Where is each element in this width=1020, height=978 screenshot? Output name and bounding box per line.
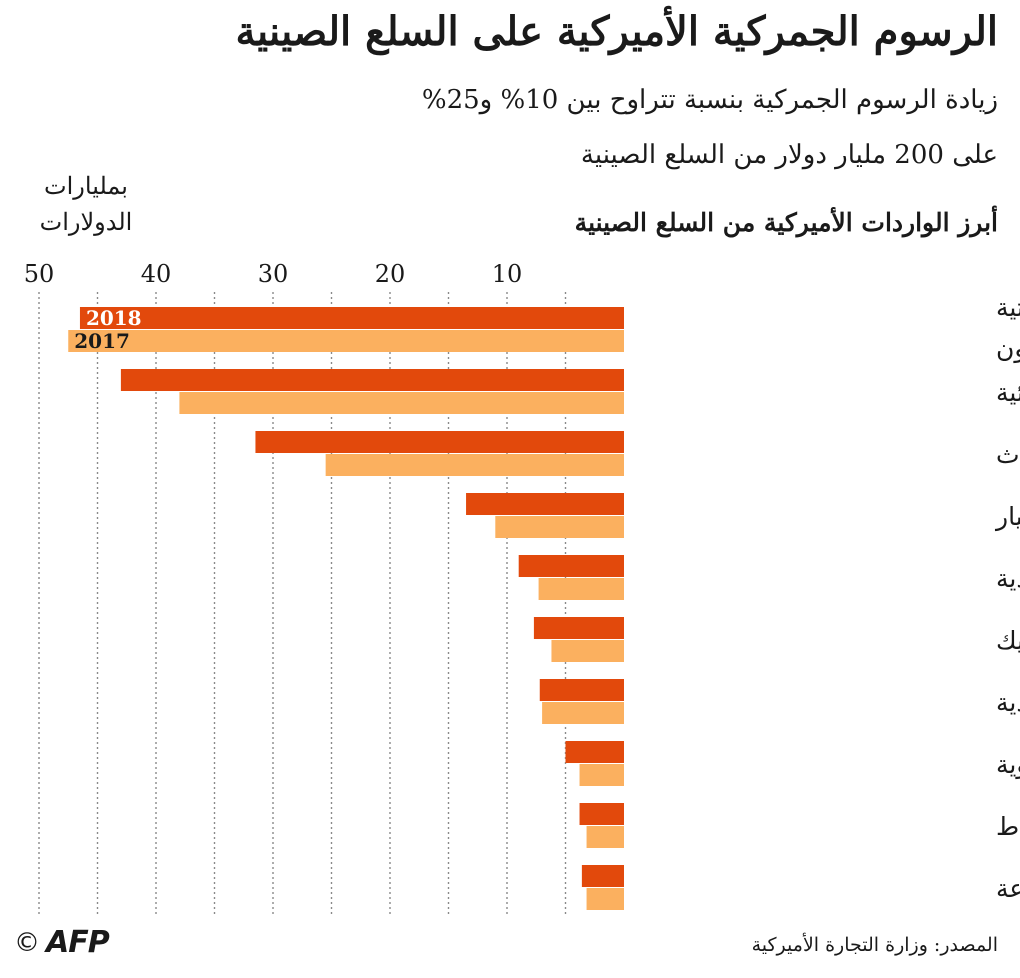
x-tick-label-30: 30: [258, 260, 289, 288]
bar-2017-8: [586, 826, 624, 848]
bar-2017-1: [179, 392, 624, 414]
bar-2017-4: [538, 578, 624, 600]
bar-2017-5: [551, 640, 624, 662]
bar-2018-3: [466, 493, 624, 515]
category-label-3: مركبات آلية وقطع غيار: [994, 501, 1020, 532]
bar-2018-1: [120, 369, 625, 391]
chart-title: الرسوم الجمركية الأميركية على السلع الصي…: [235, 8, 998, 55]
bar-2017-2: [325, 454, 624, 476]
subtitle-line-2: على 200 مليار دولار من السلع الصينية: [580, 140, 998, 170]
bar-2017-9: [586, 888, 624, 910]
bar-2018-4: [518, 555, 624, 577]
category-label-1: آلات وأجهزة كهربائية: [996, 375, 1020, 408]
series-label-2018: 2018: [86, 306, 142, 330]
text-layer: 50 40 30 20 10 آلات كهربائية وتجهيزات صوتية وم…: [24, 260, 1020, 904]
unit-label: بمليارات الدولارات: [16, 168, 156, 240]
bar-2017-3: [495, 516, 624, 538]
unit-label-line-1: بمليارات: [44, 172, 128, 200]
bar-2018-0: [79, 307, 624, 329]
unit-label-line-2: الدولارات: [39, 208, 133, 236]
bar-2017-7: [579, 764, 624, 786]
x-tick-label-10: 10: [492, 260, 523, 288]
category-label-4: منتجات حديدية وفولاذية: [996, 564, 1020, 594]
category-label-9: مواد معدنية أساسية متنوعة: [996, 871, 1020, 904]
copyright-icon: ©: [14, 928, 40, 958]
bar-2018-6: [539, 679, 624, 701]
x-tick-label-40: 40: [141, 260, 172, 288]
category-label-5: بلاستيك: [996, 626, 1020, 655]
category-label-2: أثاث: [996, 437, 1020, 469]
series-label-2017: 2017: [74, 329, 130, 353]
bar-2018-7: [565, 741, 624, 763]
category-label-0-1: ومعدات أجهزة التلفزيون: [996, 331, 1020, 364]
category-label-6: سلع جلدية: [996, 688, 1020, 718]
bar-2017-0: [68, 330, 624, 352]
bar-2018-9: [581, 865, 624, 887]
chart-heading: أبرز الواردات الأميركية من السلع الصينية: [574, 208, 998, 237]
bar-2018-2: [255, 431, 624, 453]
bar-2017-6: [542, 702, 624, 724]
source-note: المصدر: وزارة التجارة الأميركية: [751, 934, 998, 956]
bar-2018-5: [533, 617, 624, 639]
agency-logo: © AFP: [14, 925, 110, 960]
category-label-8: مطاط: [996, 812, 1020, 841]
category-label-0-0: آلات كهربائية وتجهيزات صوتية: [996, 292, 1020, 323]
category-label-7: مواد كيميائية عضوية: [996, 750, 1020, 780]
x-tick-label-50: 50: [24, 260, 55, 288]
bar-2018-8: [579, 803, 624, 825]
grid-layer: [38, 292, 567, 916]
afp-logo: AFP: [46, 925, 110, 960]
subtitle-line-1: زيادة الرسوم الجمركية بنسبة تتراوح بين 1…: [421, 85, 998, 115]
x-tick-label-20: 20: [375, 260, 406, 288]
bar-layer: [68, 307, 625, 910]
